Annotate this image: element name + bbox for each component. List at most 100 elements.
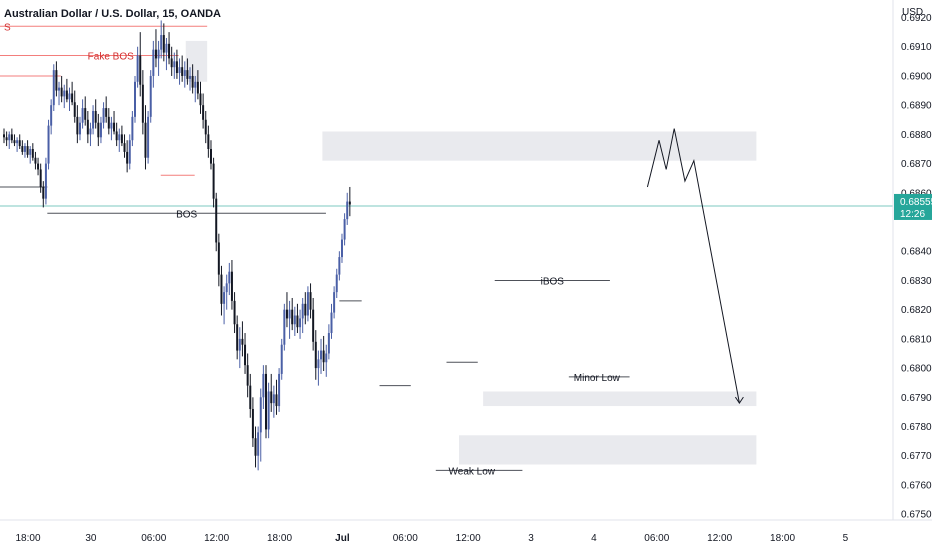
projection-path <box>646 128 740 404</box>
candle-body-18 <box>50 105 53 126</box>
candle-body-109 <box>288 309 291 319</box>
candle-body-31 <box>84 108 87 120</box>
candle-body-76 <box>202 105 205 120</box>
candle-body-114 <box>301 303 304 319</box>
candle-body-56 <box>149 75 152 117</box>
candle-body-125 <box>330 312 333 334</box>
candle-body-2 <box>8 134 11 141</box>
candle-body-126 <box>333 292 336 313</box>
candle-body-112 <box>296 315 299 328</box>
candle-body-15 <box>42 186 45 199</box>
candle-body-48 <box>128 140 131 164</box>
level-label-0: S <box>4 22 11 33</box>
candle-body-90 <box>238 338 241 351</box>
candle-body-78 <box>207 134 210 149</box>
candle-body-24 <box>65 90 68 100</box>
candle-body-26 <box>71 93 74 103</box>
time-tick-5: Jul <box>335 533 350 544</box>
current-price-tag: 0.68555 12:26 <box>894 193 932 220</box>
candle-body-91 <box>241 338 244 345</box>
candle-body-118 <box>312 309 315 342</box>
candle-body-63 <box>168 43 171 59</box>
candle-body-42 <box>113 122 116 132</box>
candle-body-1 <box>5 137 8 141</box>
candle-body-47 <box>126 151 129 164</box>
candle-body-100 <box>265 373 267 430</box>
candle-body-5 <box>16 140 19 144</box>
time-tick-11: 12:00 <box>707 533 732 544</box>
level-label-5: BOS <box>176 209 197 220</box>
time-tick-10: 06:00 <box>644 533 669 544</box>
candle-body-16 <box>44 163 47 199</box>
candle-body-124 <box>327 333 330 354</box>
time-tick-0: 18:00 <box>15 533 40 544</box>
candle-body-57 <box>152 49 155 76</box>
candle-body-64 <box>170 58 173 68</box>
candle-body-130 <box>343 219 346 240</box>
candle-body-36 <box>97 122 100 138</box>
candle-body-55 <box>147 116 150 158</box>
candle-body-43 <box>115 131 118 141</box>
candle-body-50 <box>134 81 136 117</box>
time-axis[interactable]: 18:00 30 06:00 12:00 18:00 Jul 06:00 12:00 3 4 06:… <box>15 533 848 544</box>
zone-2 <box>483 391 757 407</box>
candle-body-95 <box>251 408 254 439</box>
candle-body-110 <box>291 309 294 325</box>
candle-body-104 <box>275 394 278 407</box>
candle-body-46 <box>123 143 126 152</box>
candle-body-32 <box>86 119 89 135</box>
candle-body-37 <box>99 122 102 138</box>
candle-body-28 <box>76 116 79 135</box>
candle-body-0 <box>3 134 5 138</box>
candle-body-121 <box>320 350 323 360</box>
candle-body-4 <box>13 140 16 144</box>
candle-body-117 <box>309 292 312 310</box>
candle-body-52 <box>139 55 142 85</box>
zone-3 <box>459 435 757 465</box>
candle-body-79 <box>209 148 212 164</box>
candle-body-38 <box>102 108 105 123</box>
candle-body-7 <box>21 146 24 152</box>
candle-body-65 <box>173 61 176 68</box>
time-tick-1: 30 <box>85 533 97 544</box>
candle-body-96 <box>254 438 257 456</box>
candle-body-97 <box>257 432 260 456</box>
time-tick-4: 18:00 <box>267 533 292 544</box>
candle-body-83 <box>220 274 223 304</box>
candle-body-30 <box>81 108 84 123</box>
candle-body-73 <box>194 81 197 88</box>
level-label-1: Fake BOS <box>88 52 134 63</box>
candle-body-25 <box>68 93 71 100</box>
candle-body-105 <box>278 373 281 407</box>
candle-body-115 <box>304 303 307 316</box>
candle-body-127 <box>335 274 338 293</box>
candle-body-77 <box>204 119 207 135</box>
candle-body-89 <box>236 324 239 351</box>
candle-body-59 <box>157 49 160 59</box>
candle-body-13 <box>37 163 40 170</box>
candle-body-74 <box>196 81 199 94</box>
candle-body-40 <box>107 116 110 129</box>
time-tick-2: 06:00 <box>141 533 166 544</box>
candle-body-19 <box>52 70 55 106</box>
candle-body-119 <box>314 341 317 369</box>
candle-body-103 <box>272 394 275 404</box>
time-tick-8: 3 <box>528 533 534 544</box>
chart-title: Australian Dollar / U.S. Dollar, 15, OAN… <box>4 8 221 20</box>
candle-body-108 <box>285 309 288 319</box>
candle-body-82 <box>217 242 220 275</box>
candles-layer <box>3 20 351 471</box>
candle-body-72 <box>191 75 194 88</box>
candle-body-35 <box>94 111 97 123</box>
projection-arrowhead <box>734 396 744 405</box>
candle-body-66 <box>175 61 178 74</box>
candle-body-21 <box>58 87 61 91</box>
